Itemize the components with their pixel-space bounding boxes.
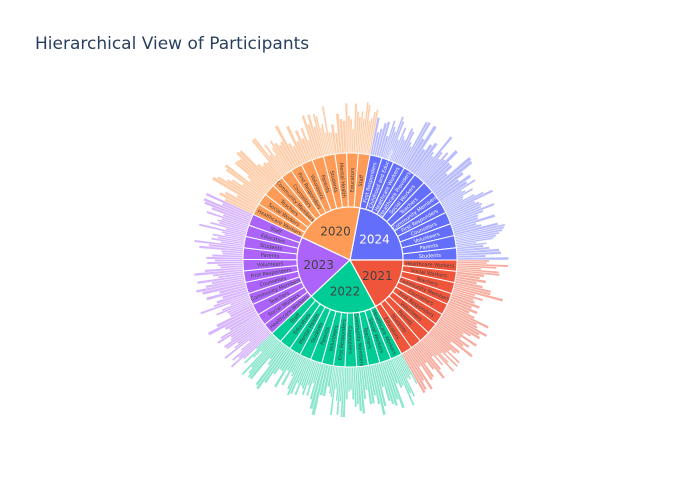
category-label: Students xyxy=(328,170,338,193)
category-label: Staff xyxy=(358,174,366,187)
leaf-slice[interactable] xyxy=(349,366,353,391)
category-label: Parents xyxy=(419,243,439,252)
year-label-2021: 2021 xyxy=(362,269,393,283)
category-label: Counselors xyxy=(347,326,353,354)
category-label: Parents xyxy=(319,174,330,194)
category-label: Students xyxy=(259,243,282,253)
year-slice-2021[interactable] xyxy=(348,259,404,308)
category-label: Educators xyxy=(350,167,357,193)
category-label: Volunteers xyxy=(257,261,284,268)
year-slice-2022[interactable] xyxy=(310,259,377,314)
year-label-2020: 2020 xyxy=(320,225,351,239)
category-label: Healthcare Workers xyxy=(405,261,455,270)
year-label-2024: 2024 xyxy=(359,233,390,247)
category-label: Students xyxy=(419,253,442,260)
category-label: Parents xyxy=(320,326,332,346)
category-label: Teachers xyxy=(361,326,372,350)
leaf-slice[interactable] xyxy=(214,259,244,262)
year-slice-2023[interactable] xyxy=(296,236,352,298)
leaf-slice[interactable] xyxy=(347,115,351,154)
category-label: First Responders xyxy=(338,318,348,360)
category-label: Teachers xyxy=(415,276,439,288)
chart-title: Hierarchical View of Participants xyxy=(35,34,310,54)
category-label: Parents xyxy=(261,253,280,260)
category-label: Volunteers xyxy=(328,324,340,352)
year-slice-2020[interactable] xyxy=(301,206,361,261)
year-label-2022: 2022 xyxy=(330,284,361,298)
category-label: Social Workers xyxy=(410,268,448,280)
year-label-2023: 2023 xyxy=(303,258,334,272)
year-slice-2024[interactable] xyxy=(349,207,404,261)
category-label: Mental Health xyxy=(338,163,347,198)
category-label: Staff xyxy=(269,226,283,236)
